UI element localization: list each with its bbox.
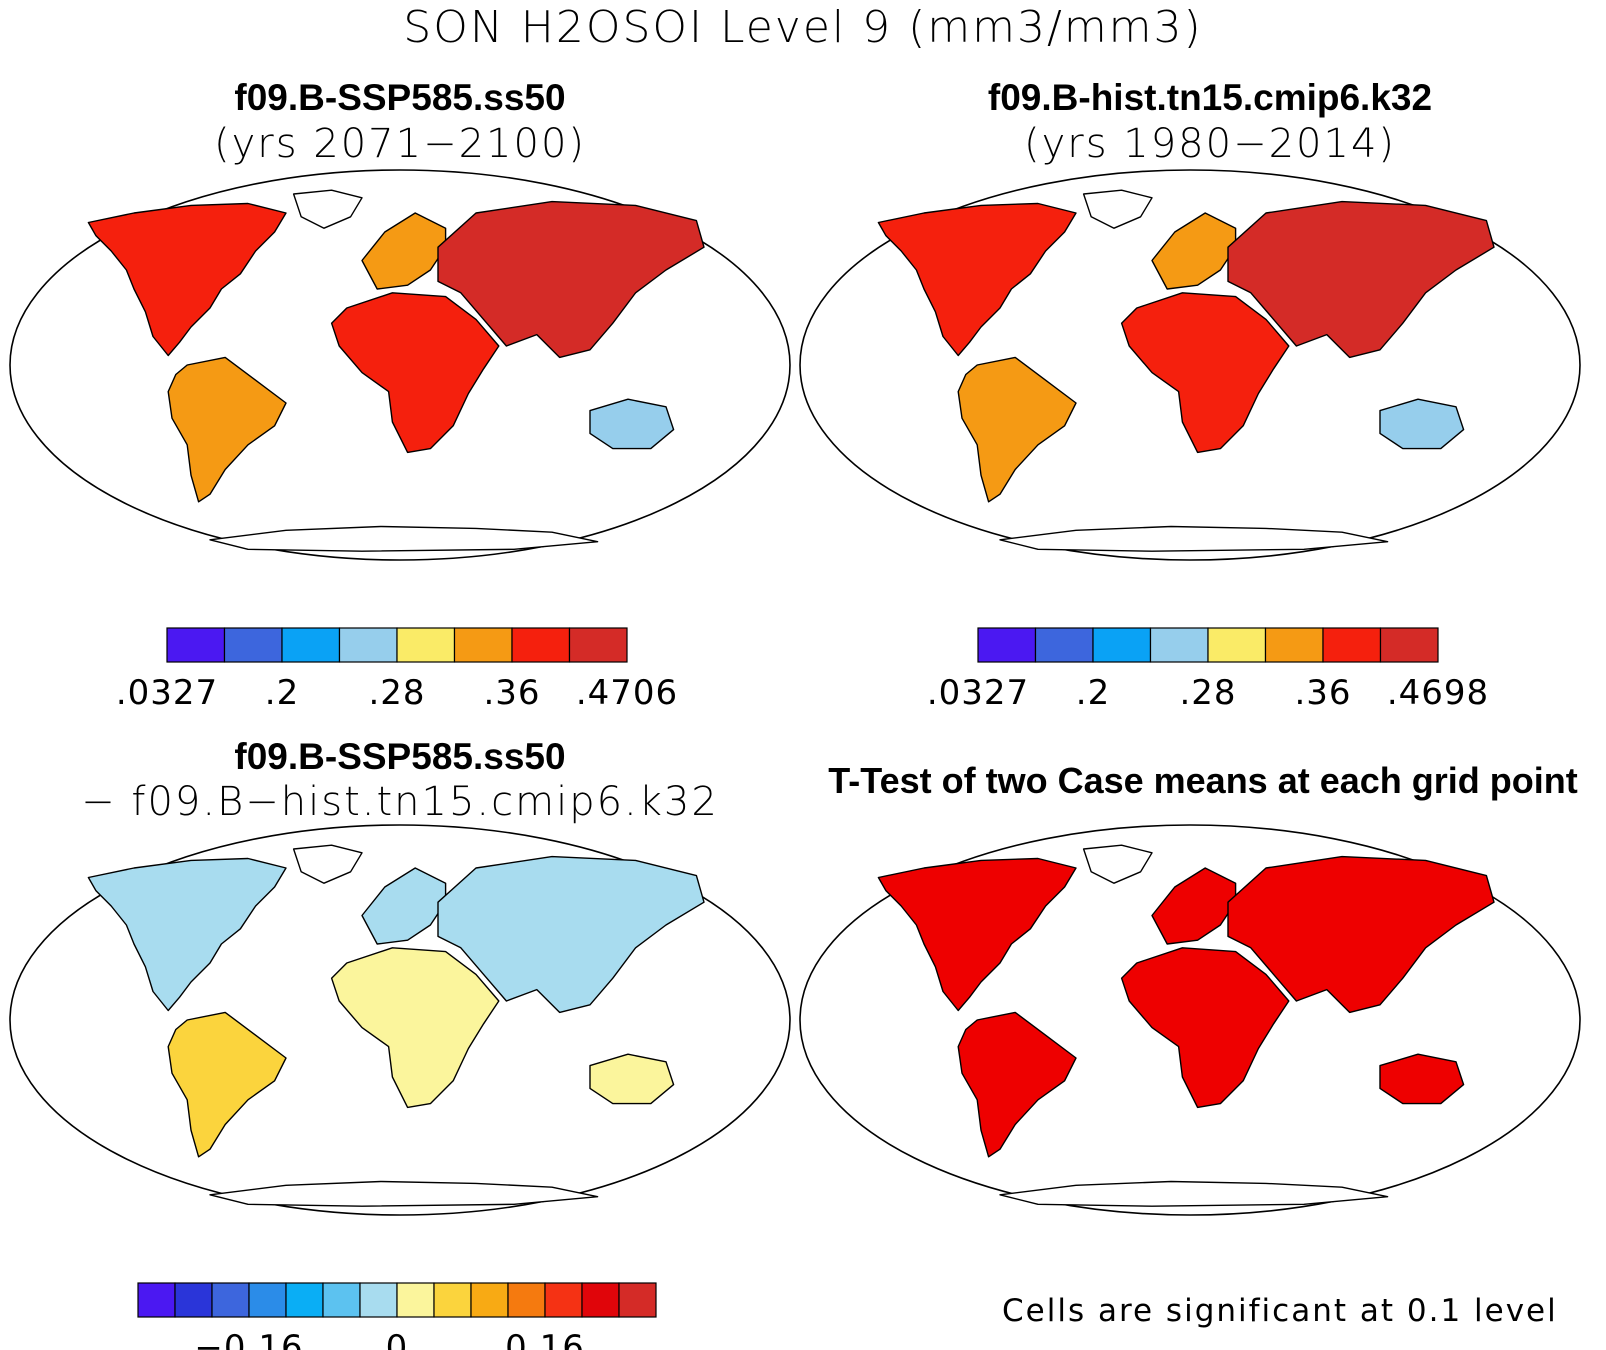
colorbar-tick-label: .28 xyxy=(368,673,425,713)
colorbar-box xyxy=(470,1282,509,1318)
colorbar-box xyxy=(511,627,571,663)
colorbar-box xyxy=(285,1282,324,1318)
panel1-title: f09.B-SSP585.ss50 xyxy=(234,77,566,118)
colorbar-3: −0.16 0 0.16 xyxy=(137,1282,657,1350)
colorbar-tick-label: −0.16 xyxy=(194,1328,303,1350)
colorbar-box xyxy=(1322,627,1382,663)
colorbar-box xyxy=(1379,627,1439,663)
colorbars-layer: .0327 .2 .28 .36 .4706 .0327 .2 .28 .36 .4698 −0.1… xyxy=(116,627,1489,1350)
colorbar-box xyxy=(1034,627,1094,663)
colorbar-tick-label: .4706 xyxy=(576,673,678,713)
continent-africa xyxy=(330,292,500,454)
continent-asia xyxy=(437,855,705,1014)
colorbar-tick-label: .36 xyxy=(483,673,540,713)
continent-north-america xyxy=(877,202,1077,357)
colorbar-tick-label: 0 xyxy=(386,1328,409,1350)
continent-north-america xyxy=(877,857,1077,1012)
colorbar-box xyxy=(359,1282,398,1318)
continent-antarctica xyxy=(999,525,1389,552)
continent-africa xyxy=(1120,947,1290,1109)
map-panel-1 xyxy=(9,169,791,561)
colorbar-box xyxy=(507,1282,546,1318)
map-panel-2 xyxy=(799,169,1581,561)
continent-antarctica xyxy=(999,1180,1389,1207)
colorbar-box xyxy=(977,627,1037,663)
continent-greenland xyxy=(292,844,363,884)
continent-africa xyxy=(1120,292,1290,454)
continent-africa xyxy=(330,947,500,1109)
colorbar-tick-label: 0.16 xyxy=(505,1328,585,1350)
continent-south-america xyxy=(957,356,1077,503)
panel3-subtitle: − f09.B−hist.tn15.cmip6.k32 xyxy=(81,779,719,825)
continent-north-america xyxy=(87,857,287,1012)
continent-australia xyxy=(589,398,675,450)
continent-asia xyxy=(1227,200,1495,359)
colorbar-box xyxy=(223,627,283,663)
colorbar-tick-label: .2 xyxy=(265,673,299,713)
continent-greenland xyxy=(1082,189,1153,229)
colorbar-box xyxy=(1207,627,1267,663)
colorbar-2: .0327 .2 .28 .36 .4698 xyxy=(927,627,1489,713)
colorbar-box xyxy=(166,627,226,663)
colorbar-box xyxy=(618,1282,657,1318)
colorbar-box xyxy=(1092,627,1152,663)
colorbar-tick-label: .0327 xyxy=(927,673,1029,713)
colorbar-1: .0327 .2 .28 .36 .4706 xyxy=(116,627,678,713)
colorbar-tick-label: .0327 xyxy=(116,673,218,713)
colorbar-box xyxy=(544,1282,583,1318)
continent-asia xyxy=(437,200,705,359)
continent-greenland xyxy=(1082,844,1153,884)
colorbar-box xyxy=(338,627,398,663)
colorbar-box xyxy=(453,627,513,663)
colorbar-box xyxy=(1264,627,1324,663)
panel2-subtitle: (yrs 1980−2014) xyxy=(1024,121,1396,167)
panel1-subtitle: (yrs 2071−2100) xyxy=(214,121,586,167)
colorbar-box xyxy=(174,1282,213,1318)
colorbar-tick-label: .36 xyxy=(1294,673,1351,713)
continent-north-america xyxy=(87,202,287,357)
panel4-title: T-Test of two Case means at each grid po… xyxy=(828,760,1578,801)
panel3-title: f09.B-SSP585.ss50 xyxy=(234,736,566,777)
colorbar-box xyxy=(322,1282,361,1318)
colorbar-tick-label: .4698 xyxy=(1387,673,1489,713)
map-panel-4 xyxy=(799,824,1581,1216)
continent-south-america xyxy=(167,1011,287,1158)
colorbar-box xyxy=(248,1282,287,1318)
colorbar-box xyxy=(211,1282,250,1318)
colorbar-box xyxy=(137,1282,176,1318)
colorbar-box xyxy=(396,627,456,663)
continent-australia xyxy=(589,1053,675,1105)
continent-antarctica xyxy=(209,525,599,552)
significance-note: Cells are significant at 0.1 level xyxy=(1002,1293,1558,1329)
colorbar-box xyxy=(433,1282,472,1318)
continent-australia xyxy=(1379,1053,1465,1105)
continent-south-america xyxy=(167,356,287,503)
colorbar-box xyxy=(568,627,628,663)
continent-australia xyxy=(1379,398,1465,450)
panel2-title: f09.B-hist.tn15.cmip6.k32 xyxy=(987,77,1433,118)
continent-antarctica xyxy=(209,1180,599,1207)
figure-title: SON H2OSOI Level 9 (mm3/mm3) xyxy=(403,2,1203,53)
continent-asia xyxy=(1227,855,1495,1014)
colorbar-tick-label: .28 xyxy=(1179,673,1236,713)
map-panel-3 xyxy=(9,824,791,1216)
colorbar-tick-label: .2 xyxy=(1076,673,1110,713)
maps-layer xyxy=(9,169,1581,1216)
colorbar-box xyxy=(1149,627,1209,663)
continent-south-america xyxy=(957,1011,1077,1158)
colorbar-box xyxy=(281,627,341,663)
continent-greenland xyxy=(292,189,363,229)
colorbar-box xyxy=(581,1282,620,1318)
colorbar-box xyxy=(396,1282,435,1318)
